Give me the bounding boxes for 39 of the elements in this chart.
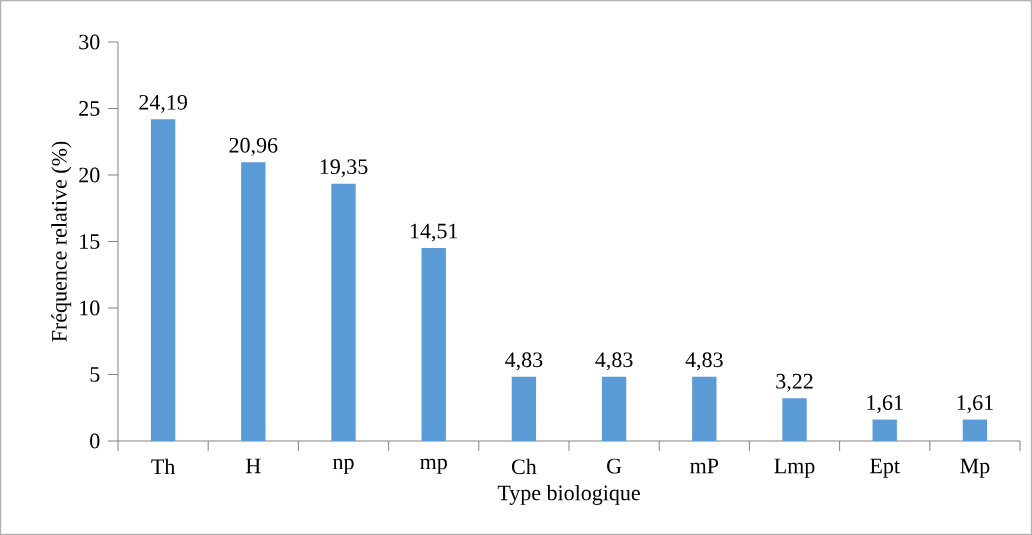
data-label: 20,96	[229, 137, 278, 156]
x-tick-label: np	[333, 458, 354, 474]
x-tick-label: Lmp	[774, 458, 815, 478]
data-label: 4,83	[505, 352, 543, 371]
bar	[150, 119, 176, 441]
data-label: 1,61	[867, 395, 903, 414]
bar	[241, 162, 266, 441]
x-tick-label: Th	[151, 458, 176, 474]
bar	[421, 248, 446, 441]
x-tick-label: H	[245, 458, 261, 474]
y-tick-label: 0	[90, 433, 100, 449]
y-tick-label: 10	[80, 300, 100, 316]
bar	[872, 419, 897, 441]
data-label: 19,35	[320, 159, 368, 178]
y-tick-label: 15	[80, 234, 100, 249]
data-label: 4,83	[685, 352, 723, 371]
y-tick-label: 25	[79, 101, 100, 116]
y-axis-title: Fréquence relative (%)	[51, 141, 72, 342]
data-label: 1,61	[957, 395, 993, 414]
x-tick-label: Ept	[870, 458, 900, 478]
x-tick-label: Mp	[960, 458, 990, 478]
y-tick-label: 30	[79, 34, 100, 50]
data-label: 3,22	[776, 373, 813, 392]
bar	[782, 398, 807, 441]
y-tick-label: 5	[90, 367, 100, 382]
x-tick-label: mP	[690, 458, 719, 474]
bar	[331, 183, 356, 441]
bar	[511, 376, 537, 441]
data-label: 4,83	[595, 352, 633, 371]
data-label: 14,51	[410, 223, 458, 242]
y-tick-label: 20	[79, 167, 100, 183]
bar	[962, 419, 988, 441]
x-tick-label: G	[607, 458, 622, 474]
x-tick-label: mp	[420, 458, 447, 474]
bar	[601, 376, 627, 441]
bar	[692, 376, 717, 441]
data-label: 24,19	[139, 94, 187, 113]
x-axis-title: Type biologique	[497, 484, 640, 505]
x-tick-label: Ch	[511, 458, 537, 475]
